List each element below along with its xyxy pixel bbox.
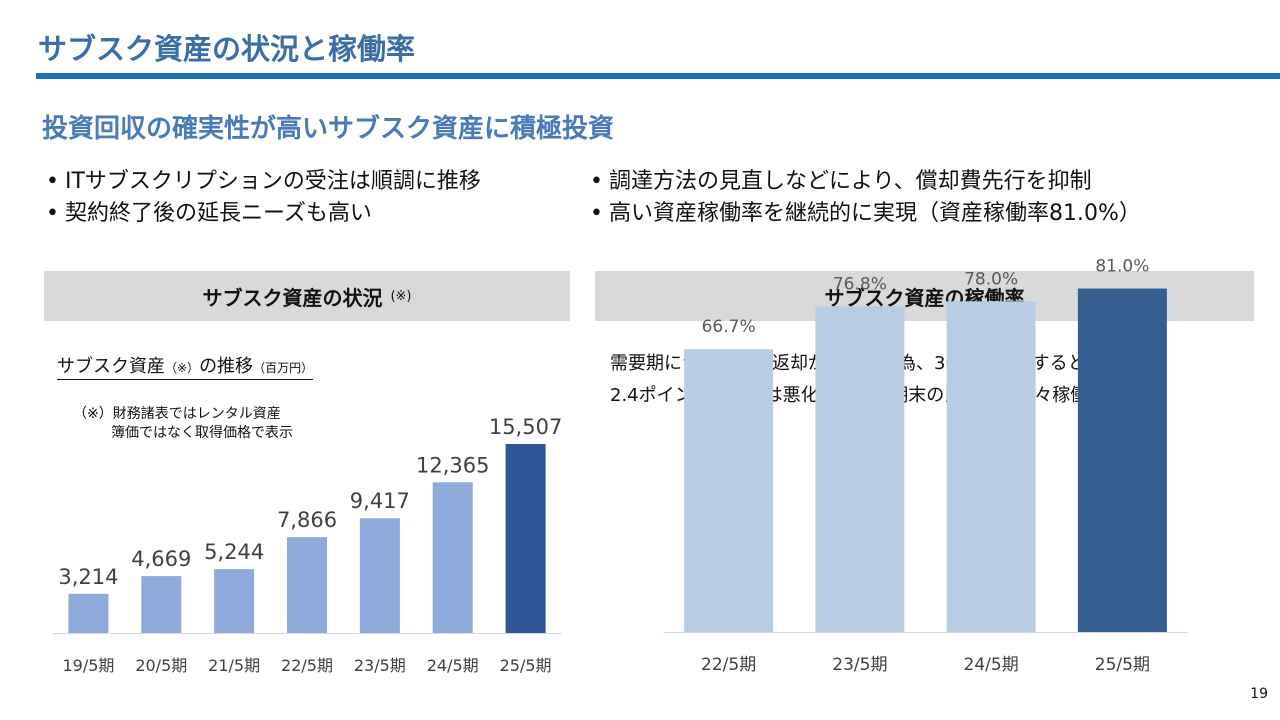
bar <box>946 301 1036 632</box>
data-label: 5,244 <box>204 540 264 564</box>
x-tick-label: 25/5期 <box>500 656 552 675</box>
x-tick-label: 21/5期 <box>208 656 260 675</box>
x-tick-label: 22/5期 <box>701 655 756 675</box>
chart-subtitle-main: サブスク資産 <box>57 356 165 377</box>
asset-footnote: （※）財務諸表ではレンタル資産 簿価ではなく取得価格で表示 <box>73 405 293 443</box>
data-label: 66.7% <box>702 317 756 337</box>
footnote-line-2: 簿価ではなく取得価格で表示 <box>111 425 293 441</box>
bullet-list-left: • ITサブスクリプションの受注は順調に推移 • 契約終了後の延長ニーズも高い <box>46 166 481 230</box>
title-underline <box>36 73 1280 79</box>
chart-subtitle-note: （※） <box>165 361 200 375</box>
bar <box>214 569 255 633</box>
bullet-item: • 契約終了後の延長ニーズも高い <box>46 198 481 230</box>
bullet-text: 契約終了後の延長ニーズも高い <box>64 201 372 226</box>
bar <box>684 349 774 632</box>
bar <box>505 444 546 633</box>
data-label: 7,866 <box>277 508 337 532</box>
bullet-marker: • <box>46 201 59 226</box>
x-tick-label: 25/5期 <box>1095 655 1150 675</box>
x-tick-label: 24/5期 <box>427 656 479 675</box>
section-subtitle: 投資回収の確実性が高いサブスク資産に積極投資 <box>42 114 615 144</box>
x-tick-label: 23/5期 <box>832 655 887 675</box>
bar <box>432 482 473 633</box>
bullet-marker: • <box>590 201 603 226</box>
asset-chart-subtitle: サブスク資産（※）の推移（百万円） <box>57 352 314 380</box>
chart-subtitle-tail: の推移 <box>199 356 254 377</box>
bullet-item: • 調達方法の見直しなどにより、償却費先行を抑制 <box>590 166 1141 198</box>
data-label: 4,669 <box>131 547 191 571</box>
left-panel-heading: サブスク資産の状況 (※) <box>44 271 570 321</box>
data-label: 9,417 <box>350 489 410 513</box>
x-tick-label: 19/5期 <box>62 656 114 675</box>
data-label: 78.0% <box>964 269 1018 289</box>
bullet-list-right: • 調達方法の見直しなどにより、償却費先行を抑制 • 高い資産稼働率を継続的に実現（… <box>590 166 1141 230</box>
bullet-item: • 高い資産稼働率を継続的に実現（資産稼働率81.0%） <box>590 198 1141 230</box>
bar <box>815 306 905 632</box>
left-panel-heading-text: サブスク資産の状況 <box>202 285 383 310</box>
chart-subtitle-unit: （百万円） <box>253 361 314 375</box>
page-title: サブスク資産の状況と稼働率 <box>38 32 416 66</box>
data-label: 76.8% <box>833 274 887 294</box>
bar <box>287 537 327 633</box>
bullet-text: 調達方法の見直しなどにより、償却費先行を抑制 <box>608 169 1092 194</box>
data-label: 81.0% <box>1095 257 1149 277</box>
bullet-marker: • <box>46 169 59 194</box>
bullet-marker: • <box>590 169 603 194</box>
data-label: 3,214 <box>58 565 118 589</box>
data-label: 12,365 <box>416 453 489 477</box>
bar <box>141 576 182 633</box>
footnote-line-1: （※）財務諸表ではレンタル資産 <box>73 406 281 422</box>
data-label: 15,507 <box>489 415 562 439</box>
bar <box>1077 288 1167 632</box>
x-tick-label: 23/5期 <box>354 656 406 675</box>
bullet-text: 高い資産稼働率を継続的に実現（資産稼働率81.0%） <box>608 201 1141 226</box>
page-number: 19 <box>1250 686 1268 702</box>
x-tick-label: 22/5期 <box>281 656 333 675</box>
x-tick-label: 24/5期 <box>964 655 1019 675</box>
x-tick-label: 20/5期 <box>135 656 187 675</box>
bullet-text: ITサブスクリプションの受注は順調に推移 <box>64 169 481 194</box>
bar <box>359 518 400 633</box>
bullet-item: • ITサブスクリプションの受注は順調に推移 <box>46 166 481 198</box>
left-panel-heading-note: (※) <box>390 288 412 304</box>
bar <box>68 593 109 633</box>
